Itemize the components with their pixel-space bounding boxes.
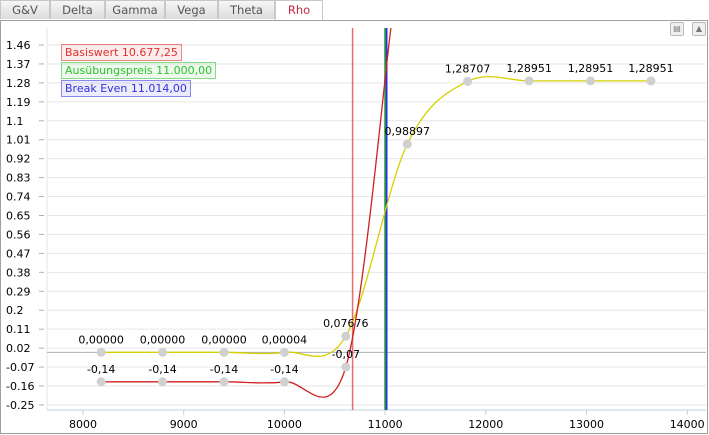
y-tick-label: 0.38 xyxy=(6,266,31,279)
tab-gv[interactable]: G&V xyxy=(0,0,50,19)
data-label: 1,28951 xyxy=(628,62,674,75)
y-tick-label: -0.16 xyxy=(6,380,34,393)
data-label: 0,98897 xyxy=(385,125,431,138)
data-label: -0,07 xyxy=(332,348,360,361)
x-tick-label: 12000 xyxy=(468,418,503,431)
y-tick-label: 0.56 xyxy=(6,228,31,241)
data-label: 0,00000 xyxy=(140,333,186,346)
tab-theta[interactable]: Theta xyxy=(218,0,275,19)
triangle-up-icon: ▲ xyxy=(695,24,703,33)
tab-rho[interactable]: Rho xyxy=(275,0,323,21)
data-label: 0,00000 xyxy=(78,333,124,346)
y-tick-label: 0.29 xyxy=(6,285,31,298)
collapse-button[interactable]: ▲ xyxy=(692,22,706,36)
chart-frame xyxy=(0,20,708,434)
y-tick-label: 0.47 xyxy=(6,247,31,260)
print-button[interactable]: ▤ xyxy=(670,22,684,36)
y-tick-label: 0.2 xyxy=(6,304,24,317)
data-point xyxy=(586,76,596,86)
tab-vega[interactable]: Vega xyxy=(165,0,218,19)
legend-item: Break Even 11.014,00 xyxy=(61,80,191,97)
data-label: 0,00004 xyxy=(262,333,308,346)
data-point xyxy=(646,76,656,86)
y-tick-label: 1.1 xyxy=(6,115,24,128)
data-point xyxy=(341,362,351,372)
x-tick-label: 9000 xyxy=(170,418,198,431)
y-tick-label: 1.46 xyxy=(6,39,31,52)
x-tick-label: 8000 xyxy=(69,418,97,431)
data-point xyxy=(402,139,412,149)
printer-icon: ▤ xyxy=(673,24,681,33)
y-tick-label: 1.19 xyxy=(6,96,31,109)
data-label: -0,14 xyxy=(210,363,238,376)
y-tick-label: 1.28 xyxy=(6,77,31,90)
y-tick-label: 0.02 xyxy=(6,342,31,355)
data-point xyxy=(341,331,351,341)
x-tick-label: 14000 xyxy=(670,418,705,431)
legend-item: Basiswert 10.677,25 xyxy=(61,44,182,61)
y-tick-label: 0.11 xyxy=(6,323,31,336)
data-label: 0,00000 xyxy=(201,333,247,346)
y-tick-label: -0.07 xyxy=(6,361,34,374)
x-tick-label: 10000 xyxy=(267,418,302,431)
data-point xyxy=(158,377,168,387)
y-tick-label: 0.83 xyxy=(6,172,31,185)
x-tick-label: 11000 xyxy=(368,418,403,431)
data-point xyxy=(96,377,106,387)
data-point xyxy=(96,347,106,357)
y-tick-label: 1.37 xyxy=(6,58,31,71)
series-line xyxy=(101,75,651,357)
data-point xyxy=(524,76,534,86)
tab-delta[interactable]: Delta xyxy=(50,0,105,19)
data-label: -0,14 xyxy=(148,363,176,376)
data-point xyxy=(219,347,229,357)
data-label: 1,28951 xyxy=(568,62,614,75)
tab-gamma[interactable]: Gamma xyxy=(105,0,165,19)
data-point xyxy=(463,76,473,86)
data-label: 0,07676 xyxy=(323,317,369,330)
data-point xyxy=(158,347,168,357)
y-tick-label: 0.92 xyxy=(6,153,31,166)
y-tick-label: 0.65 xyxy=(6,210,31,223)
x-tick-label: 13000 xyxy=(569,418,604,431)
y-tick-label: -0.25 xyxy=(6,399,34,412)
data-point xyxy=(219,377,229,387)
y-tick-label: 0.74 xyxy=(6,191,31,204)
data-point xyxy=(279,347,289,357)
data-label: 1,28707 xyxy=(445,62,491,75)
data-label: 1,28951 xyxy=(506,62,552,75)
data-label: -0,14 xyxy=(270,363,298,376)
legend-item: Ausübungspreis 11.000,00 xyxy=(61,62,217,79)
data-point xyxy=(279,377,289,387)
tab-bar: G&V Delta Gamma Vega Theta Rho xyxy=(0,0,323,21)
y-tick-label: 1.01 xyxy=(6,134,31,147)
data-label: -0,14 xyxy=(87,363,115,376)
